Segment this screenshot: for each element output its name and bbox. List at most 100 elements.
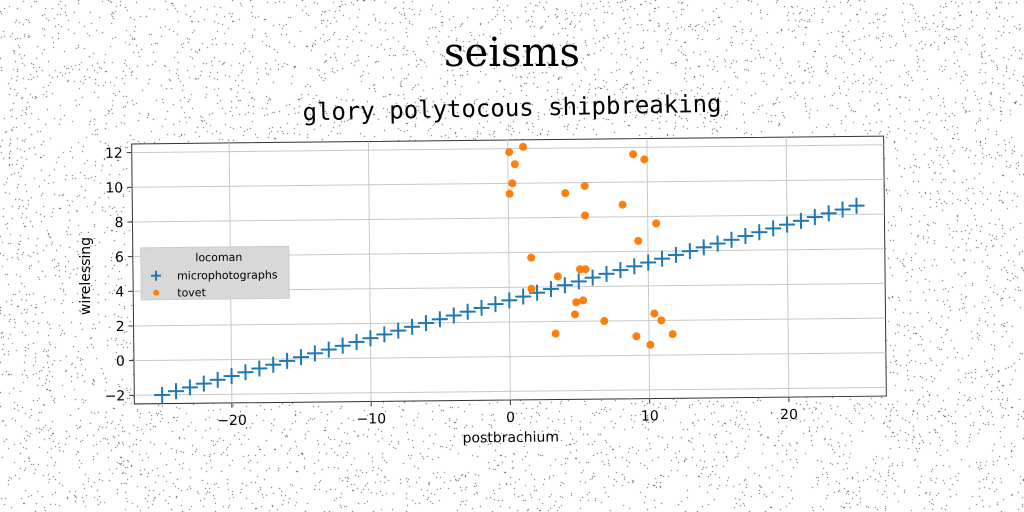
data-point: [640, 155, 649, 164]
data-point: [751, 224, 768, 241]
data-point: [556, 277, 573, 294]
data-point: [431, 311, 448, 328]
x-tick-label: 20: [780, 407, 798, 423]
data-point: [320, 341, 337, 358]
data-point: [652, 219, 661, 228]
y-tick-label: 10: [105, 180, 123, 196]
x-tick-label: 10: [641, 408, 659, 424]
data-point: [501, 292, 518, 309]
data-point: [404, 318, 421, 335]
x-axis-label: postbrachium: [462, 429, 559, 446]
data-point: [223, 368, 240, 385]
y-axis-label: wirelessing: [78, 237, 94, 315]
data-point: [473, 299, 490, 316]
y-gridline: [134, 386, 887, 396]
data-point: [570, 310, 579, 319]
data-point: [654, 250, 671, 267]
series-microphotographs: [154, 197, 865, 403]
data-point: [168, 383, 185, 400]
legend-title: locoman: [195, 251, 242, 264]
data-point: [834, 201, 851, 218]
data-point: [848, 197, 865, 214]
data-point: [306, 345, 323, 362]
data-point: [626, 258, 643, 275]
data-point: [505, 148, 514, 157]
data-point: [508, 179, 517, 188]
data-point: [561, 189, 570, 198]
data-point: [723, 231, 740, 248]
y-gridline: [132, 213, 885, 223]
data-point: [390, 322, 407, 339]
data-point: [348, 333, 365, 350]
series-layer: [154, 142, 865, 403]
data-point: [510, 160, 519, 169]
data-point: [576, 265, 585, 274]
data-point: [362, 330, 379, 347]
data-point: [334, 337, 351, 354]
data-point: [737, 227, 754, 244]
legend-marker: [151, 270, 162, 281]
data-point: [195, 375, 212, 392]
data-point: [265, 356, 282, 373]
y-tick-label: 8: [114, 215, 123, 231]
data-point: [650, 309, 659, 318]
data-point: [646, 340, 655, 349]
data-point: [154, 386, 171, 403]
figure-suptitle: seisms: [444, 30, 580, 76]
y-tick-label: 0: [116, 354, 125, 370]
data-point: [181, 379, 198, 396]
y-gridline: [132, 178, 885, 188]
y-tick-label: 2: [116, 319, 125, 335]
data-point: [376, 326, 393, 343]
data-point: [806, 209, 823, 226]
data-point: [209, 371, 226, 388]
data-point: [417, 315, 435, 332]
data-point: [519, 142, 528, 151]
data-point: [681, 243, 698, 260]
data-point: [820, 205, 837, 222]
data-point: [667, 246, 684, 263]
data-point: [553, 272, 562, 281]
y-tick-label: 6: [115, 250, 124, 266]
y-tick-label: −2: [105, 388, 126, 404]
x-tick-label: 0: [506, 410, 515, 426]
data-point: [792, 212, 809, 229]
data-point: [695, 239, 712, 256]
legend-label: microphotographs: [177, 268, 278, 282]
y-gridline: [133, 317, 886, 327]
data-point: [579, 296, 588, 305]
data-point: [765, 220, 782, 237]
data-point: [505, 189, 514, 198]
data-point: [598, 265, 615, 282]
data-point: [542, 280, 559, 297]
y-tick-label: 4: [115, 284, 124, 300]
legend-marker: [153, 289, 160, 296]
data-point: [779, 216, 796, 233]
data-point: [445, 307, 462, 324]
x-tick-label: −20: [217, 413, 247, 429]
data-point: [580, 182, 589, 191]
data-point: [572, 298, 581, 307]
data-point: [570, 273, 587, 290]
data-point: [668, 330, 677, 339]
series-tovet: [505, 142, 677, 349]
legend-box: [140, 245, 290, 301]
x-tick-label: −10: [356, 411, 386, 427]
data-point: [515, 288, 532, 305]
data-point: [527, 284, 536, 293]
data-point: [709, 235, 726, 252]
legend-label: tovet: [177, 286, 206, 299]
data-point: [584, 269, 601, 286]
data-point: [237, 364, 254, 381]
data-point: [612, 262, 629, 279]
data-point: [251, 360, 268, 377]
data-point: [657, 316, 666, 325]
data-point: [634, 236, 643, 245]
data-point: [279, 352, 296, 369]
data-point: [293, 349, 310, 366]
data-point: [632, 332, 641, 341]
data-point: [487, 296, 504, 313]
data-point: [629, 150, 638, 159]
